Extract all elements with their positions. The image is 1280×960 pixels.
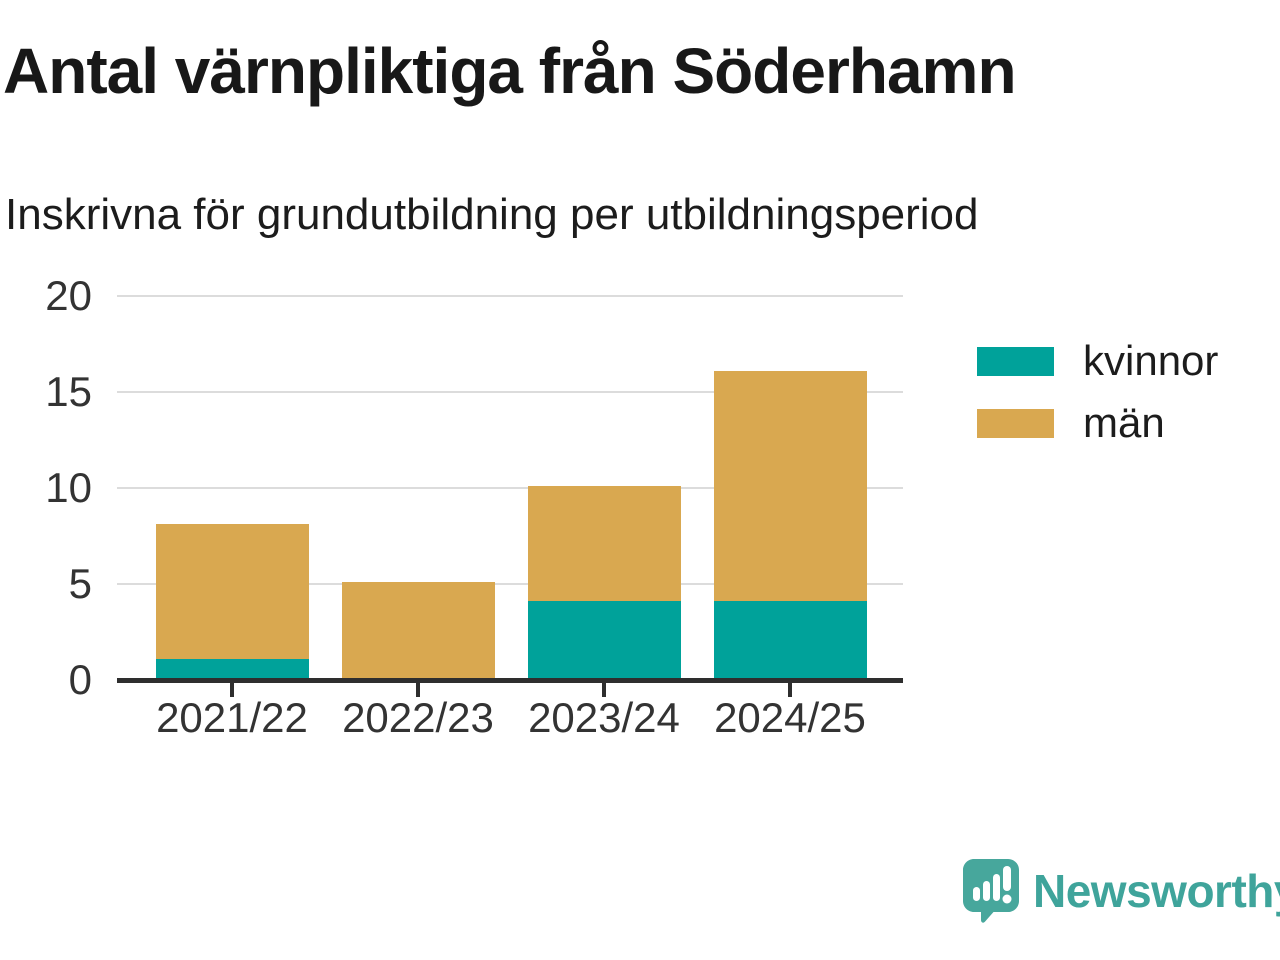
bar-segment-kvinnor-2021/22 <box>155 658 309 678</box>
bar-segment-män-2023/24 <box>527 486 681 602</box>
y-axis-tick-label: 10 <box>45 464 92 511</box>
chart-subtitle: Inskrivna för grundutbildning per utbild… <box>5 190 979 239</box>
gridline-y-10 <box>117 487 903 489</box>
logo-bar-large <box>993 874 1000 901</box>
y-axis-tick-label: 20 <box>45 272 92 319</box>
legend-item-kvinnor: kvinnor <box>977 337 1218 385</box>
gridline-y-20 <box>117 295 903 297</box>
x-axis-tick-label: 2023/24 <box>528 694 680 741</box>
x-axis-tick-label: 2022/23 <box>342 694 494 741</box>
x-axis-line <box>117 678 903 683</box>
legend-swatch-män <box>977 408 1054 438</box>
legend-swatch-kvinnor <box>977 346 1054 376</box>
x-axis-tick <box>602 683 606 697</box>
brand-footer: Newsworthy <box>962 858 1280 924</box>
logo-bar-medium <box>983 881 990 901</box>
y-axis-tick-label: 15 <box>45 368 92 415</box>
logo-exclamation-dot <box>1002 894 1012 904</box>
chart-title: Antal värnpliktiga från Söderhamn <box>3 35 1017 107</box>
y-axis-tick-label: 5 <box>68 560 92 607</box>
bar-segment-kvinnor-2024/25 <box>713 601 867 678</box>
bar-segment-kvinnor-2023/24 <box>527 601 681 678</box>
legend-label-kvinnor: kvinnor <box>1083 337 1219 384</box>
legend-item-män: män <box>977 399 1218 447</box>
newsworthy-logo-icon <box>963 859 1019 923</box>
x-axis-tick <box>788 683 792 697</box>
gridline-y-15 <box>117 391 903 393</box>
x-axis-tick <box>230 683 234 697</box>
bar-segment-män-2022/23 <box>341 582 495 678</box>
x-axis-tick-label: 2024/25 <box>714 694 866 741</box>
x-axis-tick <box>416 683 420 697</box>
y-axis-tick-label: 0 <box>68 656 92 703</box>
bar-segment-män-2024/25 <box>713 370 867 602</box>
gridline-y-5 <box>117 583 903 585</box>
brand-name: Newsworthy <box>1033 865 1280 917</box>
legend: kvinnor män <box>977 337 1218 461</box>
legend-label-män: män <box>1083 399 1165 446</box>
logo-bar-small <box>973 887 980 901</box>
logo-exclamation-bar <box>1003 866 1011 891</box>
bar-segment-män-2021/22 <box>155 524 309 659</box>
x-axis-tick-label: 2021/22 <box>156 694 308 741</box>
